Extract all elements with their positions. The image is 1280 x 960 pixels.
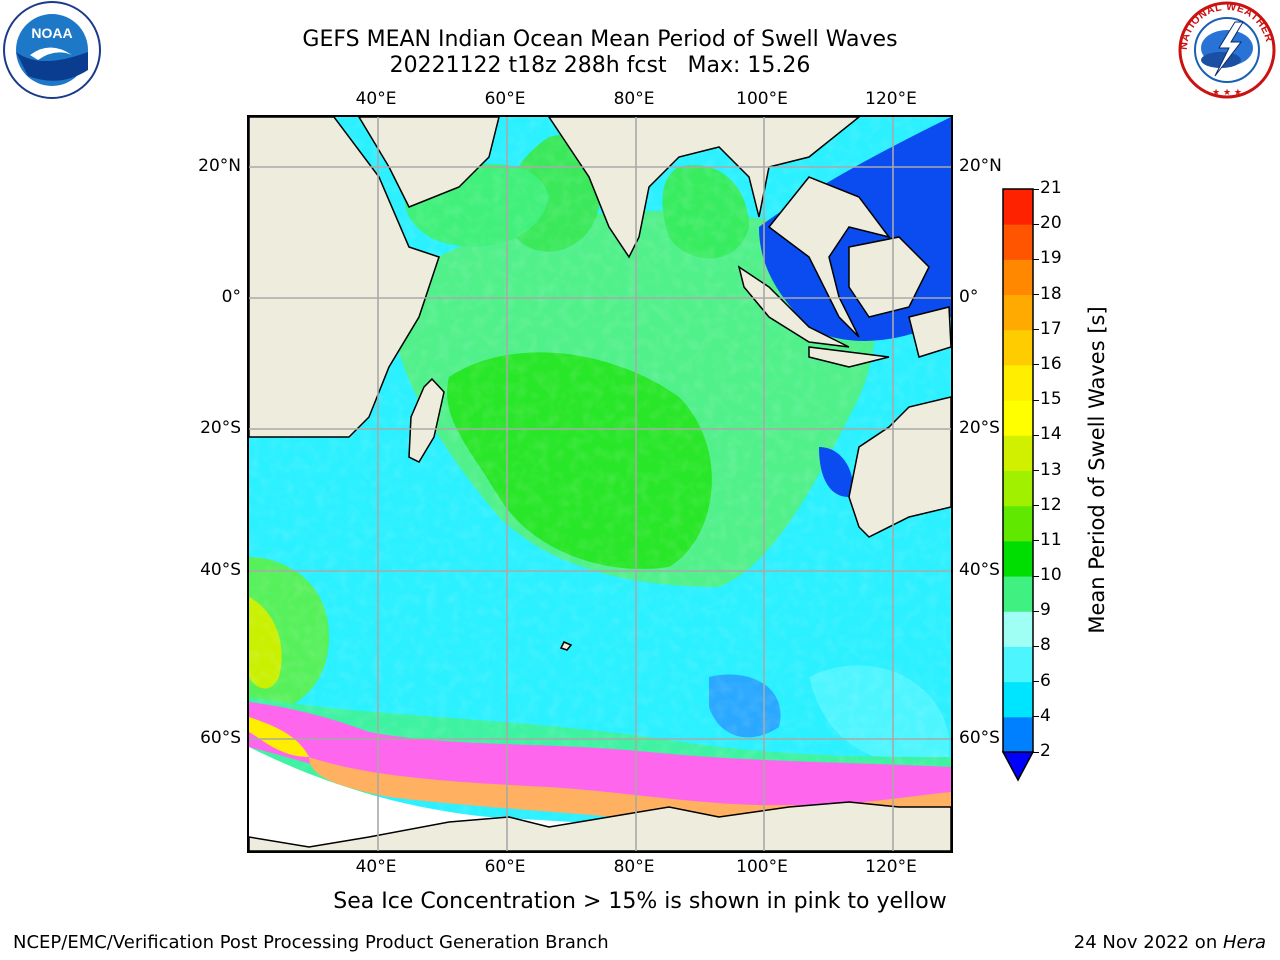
lat-label-right-0: 0° [959, 287, 979, 307]
colorbar-tick-mark [1033, 470, 1039, 471]
map-panel [247, 115, 953, 853]
colorbar-tick-mark [1033, 329, 1039, 331]
colorbar-tick-mark [1033, 716, 1039, 718]
lat-label-left-40s: 40°S [200, 560, 241, 580]
colorbar-tick-label: 9 [1040, 600, 1051, 621]
machine-name: Hera [1222, 932, 1266, 953]
colorbar-tick-label: 12 [1040, 494, 1062, 515]
chart-title: GEFS MEAN Indian Ocean Mean Period of Sw… [302, 27, 898, 52]
lon-label-bottom-100e: 100°E [736, 857, 788, 877]
lat-label-left-20n: 20°N [198, 156, 241, 176]
colorbar-segment-13-14 [1003, 435, 1033, 471]
colorbar-tick-mark [1033, 223, 1039, 225]
colorbar-tick-mark [1033, 645, 1039, 647]
colorbar-tick-mark [1033, 188, 1039, 190]
colorbar-segment-15-16 [1003, 364, 1033, 401]
date-text: 24 Nov 2022 on [1073, 932, 1223, 953]
colorbar-tick-mark [1033, 540, 1039, 542]
lat-label-left-0: 0° [221, 287, 241, 307]
colorbar-segment-11-12 [1003, 505, 1033, 542]
colorbar-label: Mean Period of Swell Waves [s] [1085, 306, 1109, 634]
svg-text:★ ★ ★: ★ ★ ★ [1212, 88, 1242, 98]
colorbar-tick-mark [1033, 681, 1039, 683]
colorbar-segment-4-6 [1003, 681, 1033, 718]
colorbar-tick-mark [1033, 610, 1039, 612]
colorbar-tick-mark [1033, 505, 1039, 507]
colorbar-tick-label: 2 [1040, 741, 1051, 761]
antarctic-region [249, 747, 951, 851]
map-svg [249, 117, 951, 851]
graticule [249, 117, 951, 851]
colorbar-tick-mark [1033, 751, 1039, 753]
branch-credit: NCEP/EMC/Verification Post Processing Pr… [13, 932, 609, 953]
colorbar-tick-label: 19 [1040, 248, 1062, 269]
colorbar-segment-18-19 [1003, 259, 1033, 296]
chart-subtitle: 20221122 t18z 288h fcst Max: 15.26 [389, 53, 811, 78]
lon-label-top-60e: 60°E [484, 89, 526, 109]
lon-label-bottom-120e: 120°E [865, 857, 917, 877]
colorbar-segment-17-18 [1003, 294, 1033, 331]
lat-label-right-20n: 20°N [959, 156, 1002, 176]
colorbar-segment-16-17 [1003, 329, 1033, 366]
lon-label-top-80e: 80°E [613, 89, 655, 109]
colorbar-tick-label: 11 [1040, 529, 1062, 550]
colorbar-tick-mark [1033, 258, 1039, 260]
lat-label-left-20s: 20°S [200, 418, 241, 438]
colorbar-tick-label: 4 [1040, 705, 1051, 726]
colorbar-segment-6-8 [1003, 646, 1033, 683]
colorbar-tick-mark [1033, 575, 1039, 577]
colorbar-segment-12-13 [1003, 470, 1033, 507]
colorbar-segment-10-11 [1003, 540, 1033, 577]
colorbar-tick-label: 15 [1040, 389, 1062, 410]
colorbar-segment-8-9 [1003, 611, 1033, 647]
lon-label-top-100e: 100°E [736, 89, 788, 109]
colorbar-tick-label: 14 [1040, 424, 1062, 445]
colorbar-segment-19-20 [1003, 224, 1033, 260]
lat-label-right-60s: 60°S [959, 728, 1000, 748]
colorbar-tick-label: 16 [1040, 353, 1062, 374]
colorbar-tick-label: 10 [1040, 565, 1062, 586]
colorbar-tick-mark [1033, 364, 1039, 366]
noaa-logo: NOAA [3, 1, 101, 99]
lon-label-bottom-40e: 40°E [355, 857, 397, 877]
noaa-logo-text: NOAA [31, 25, 72, 41]
lon-label-bottom-60e: 60°E [484, 857, 526, 877]
lat-label-left-60s: 60°S [200, 728, 241, 748]
colorbar-tick-label: 18 [1040, 283, 1062, 304]
colorbar-segment-9-10 [1003, 576, 1033, 612]
colorbar-tick-mark [1033, 399, 1039, 401]
colorbar-tick-label: 21 [1040, 178, 1062, 198]
lon-label-top-40e: 40°E [355, 89, 397, 109]
nws-logo: NATIONAL WEATHER SERVICE ★ ★ ★ [1175, 0, 1276, 99]
colorbar-tick-label: 8 [1040, 635, 1051, 656]
colorbar-segment-2-4 [1003, 716, 1033, 753]
date-stamp: 24 Nov 2022 on Hera [1074, 932, 1266, 953]
sea-ice-note: Sea Ice Concentration > 15% is shown in … [333, 889, 947, 914]
lon-label-bottom-80e: 80°E [613, 857, 655, 877]
colorbar-tick-label: 6 [1040, 670, 1051, 691]
colorbar-tick-label: 20 [1040, 213, 1062, 234]
colorbar-extend-triangle [1001, 751, 1035, 782]
land-masses [249, 117, 951, 851]
lon-label-top-120e: 120°E [865, 89, 917, 109]
colorbar-tick-label: 17 [1040, 318, 1062, 339]
colorbar-segment-20-21 [1003, 189, 1033, 225]
lat-label-right-20s: 20°S [959, 418, 1000, 438]
colorbar [1001, 188, 1035, 782]
colorbar-tick-mark [1033, 434, 1039, 436]
colorbar-tick-label: 13 [1040, 459, 1062, 480]
colorbar-tick-mark [1033, 294, 1039, 296]
colorbar-segment-14-15 [1003, 400, 1033, 436]
lat-label-right-40s: 40°S [959, 560, 1000, 580]
